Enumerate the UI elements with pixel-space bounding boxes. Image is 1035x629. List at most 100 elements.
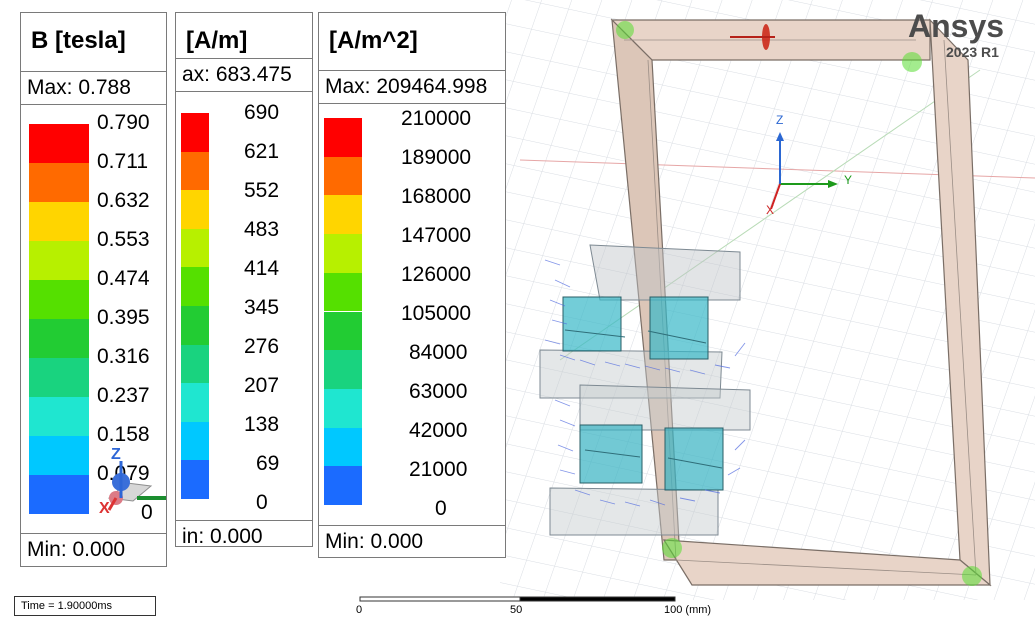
legend-swatch-8 <box>324 388 362 428</box>
field-vectors <box>544 259 746 507</box>
legend-tick: 0.711 <box>97 150 148 173</box>
legend-tick: 621 <box>244 140 280 163</box>
legend-swatch-9 <box>324 427 362 467</box>
legend-swatch-4 <box>29 241 89 280</box>
legend-swatch-3 <box>324 195 362 235</box>
world-axis-label-z: Z <box>776 113 783 127</box>
scale-bar-label-0: 0 <box>356 604 363 616</box>
legend-tick: 189000 <box>401 146 472 169</box>
legend-tick: 168000 <box>401 185 472 208</box>
legend-max: ax: 683.475 <box>176 58 312 92</box>
legend-swatch-3 <box>181 190 209 229</box>
legend-swatch-7 <box>29 358 89 397</box>
conductor-loop <box>610 18 992 587</box>
legend-color-scale <box>29 124 89 514</box>
legend-tick: 138 <box>244 413 280 436</box>
legend-swatch-6 <box>29 319 89 358</box>
legend-tick: 207 <box>244 374 280 397</box>
legend-triad-x-label: X <box>99 500 110 513</box>
legend-triad-z-label: Z <box>111 446 121 463</box>
legend-swatch-8 <box>181 383 209 422</box>
legend-min: in: 0.000 <box>176 520 312 546</box>
scale-bar <box>359 596 676 602</box>
legend-tick: 42000 <box>409 419 468 442</box>
legend-title: [A/m] <box>186 27 248 54</box>
legend-swatch-9 <box>181 421 209 461</box>
legend-color-scale <box>324 118 362 505</box>
legend-tick: 0.395 <box>97 306 150 329</box>
legend-min: Min: 0.000 <box>319 525 505 557</box>
legend-swatch-1 <box>181 113 209 152</box>
legend-tick: 63000 <box>409 380 468 403</box>
legend-tick: 210000 <box>401 107 472 130</box>
legend-swatch-7 <box>181 344 209 384</box>
legend-h-field: [A/m] ax: 683.475 690 621 552 483 414 34… <box>175 12 313 547</box>
time-readout: Time = 1.90000ms <box>14 596 156 616</box>
legend-tick: 345 <box>244 296 280 319</box>
legend-tick: 552 <box>244 179 280 202</box>
legend-title: [A/m^2] <box>329 27 418 54</box>
legend-tick: 0 <box>435 497 447 520</box>
legend-swatch-2 <box>324 156 362 196</box>
legend-swatch-1 <box>29 124 89 163</box>
legend-tick: 147000 <box>401 224 472 247</box>
ansys-brand: Ansys <box>908 8 1005 44</box>
legend-tick: 126000 <box>401 263 472 286</box>
legend-title: B [tesla] <box>31 27 126 54</box>
world-axis-label-y: Y <box>844 173 852 187</box>
time-value: = 1.90000ms <box>48 600 113 612</box>
legend-tick: 0.474 <box>97 267 150 290</box>
legend-swatch-10 <box>29 475 89 514</box>
legend-tick: 0.790 <box>97 111 150 134</box>
legend-swatch-7 <box>324 350 362 389</box>
scale-bar-label-100: 100 (mm) <box>664 604 712 616</box>
legend-tick: 0.632 <box>97 189 150 212</box>
legend-tick: 690 <box>244 101 280 124</box>
legend-swatch-1 <box>324 118 362 157</box>
legend-swatch-10 <box>181 460 209 499</box>
legend-tick: 0 <box>256 491 268 514</box>
legend-swatch-2 <box>181 151 209 191</box>
legend-swatch-4 <box>181 228 209 268</box>
grid-axis-green <box>559 69 981 361</box>
legend-tick: 483 <box>244 218 280 241</box>
world-axis-triad <box>770 132 838 210</box>
legend-swatch-6 <box>181 306 209 345</box>
legend-inset-axis-triad: Z Y X <box>99 446 166 513</box>
legend-swatch-2 <box>29 163 89 202</box>
legend-tick: 414 <box>244 257 280 280</box>
legend-swatch-3 <box>29 202 89 241</box>
legend-swatch-10 <box>324 466 362 505</box>
legend-swatch-5 <box>29 280 89 319</box>
legend-tick: 276 <box>244 335 280 358</box>
upper-core-assembly <box>539 244 741 399</box>
legend-swatch-9 <box>29 436 89 475</box>
legend-swatch-4 <box>324 234 362 273</box>
legend-tick: 0.316 <box>97 345 150 368</box>
legend-swatch-8 <box>29 397 89 436</box>
legend-tick: 69 <box>256 452 280 475</box>
legend-tick: 21000 <box>409 458 468 481</box>
legend-swatch-6 <box>324 311 362 351</box>
legend-color-scale <box>181 113 209 499</box>
legend-tick: 84000 <box>409 341 468 364</box>
legend-tick: 0.553 <box>97 228 150 251</box>
world-axis-label-x: X <box>766 203 774 217</box>
legend-b-field: B [tesla] Max: 0.788 0.790 0.711 0.632 0… <box>20 12 167 567</box>
legend-tick: 0.237 <box>97 384 150 407</box>
legend-j-density: [A/m^2] Max: 209464.998 210000 189000 16… <box>318 12 506 558</box>
legend-tick: 0 <box>141 501 153 524</box>
time-label: Time <box>21 600 46 612</box>
legend-swatch-5 <box>181 267 209 306</box>
legend-tick: 0.158 <box>97 423 150 446</box>
scale-bar-label-50: 50 <box>510 604 523 616</box>
ansys-version: 2023 R1 <box>946 44 999 60</box>
legend-max: Max: 0.788 <box>21 71 166 105</box>
legend-max: Max: 209464.998 <box>319 70 505 104</box>
legend-tick: 105000 <box>401 302 472 325</box>
legend-min: Min: 0.000 <box>21 533 166 566</box>
lower-core-assembly <box>549 384 751 536</box>
legend-swatch-5 <box>324 272 362 312</box>
